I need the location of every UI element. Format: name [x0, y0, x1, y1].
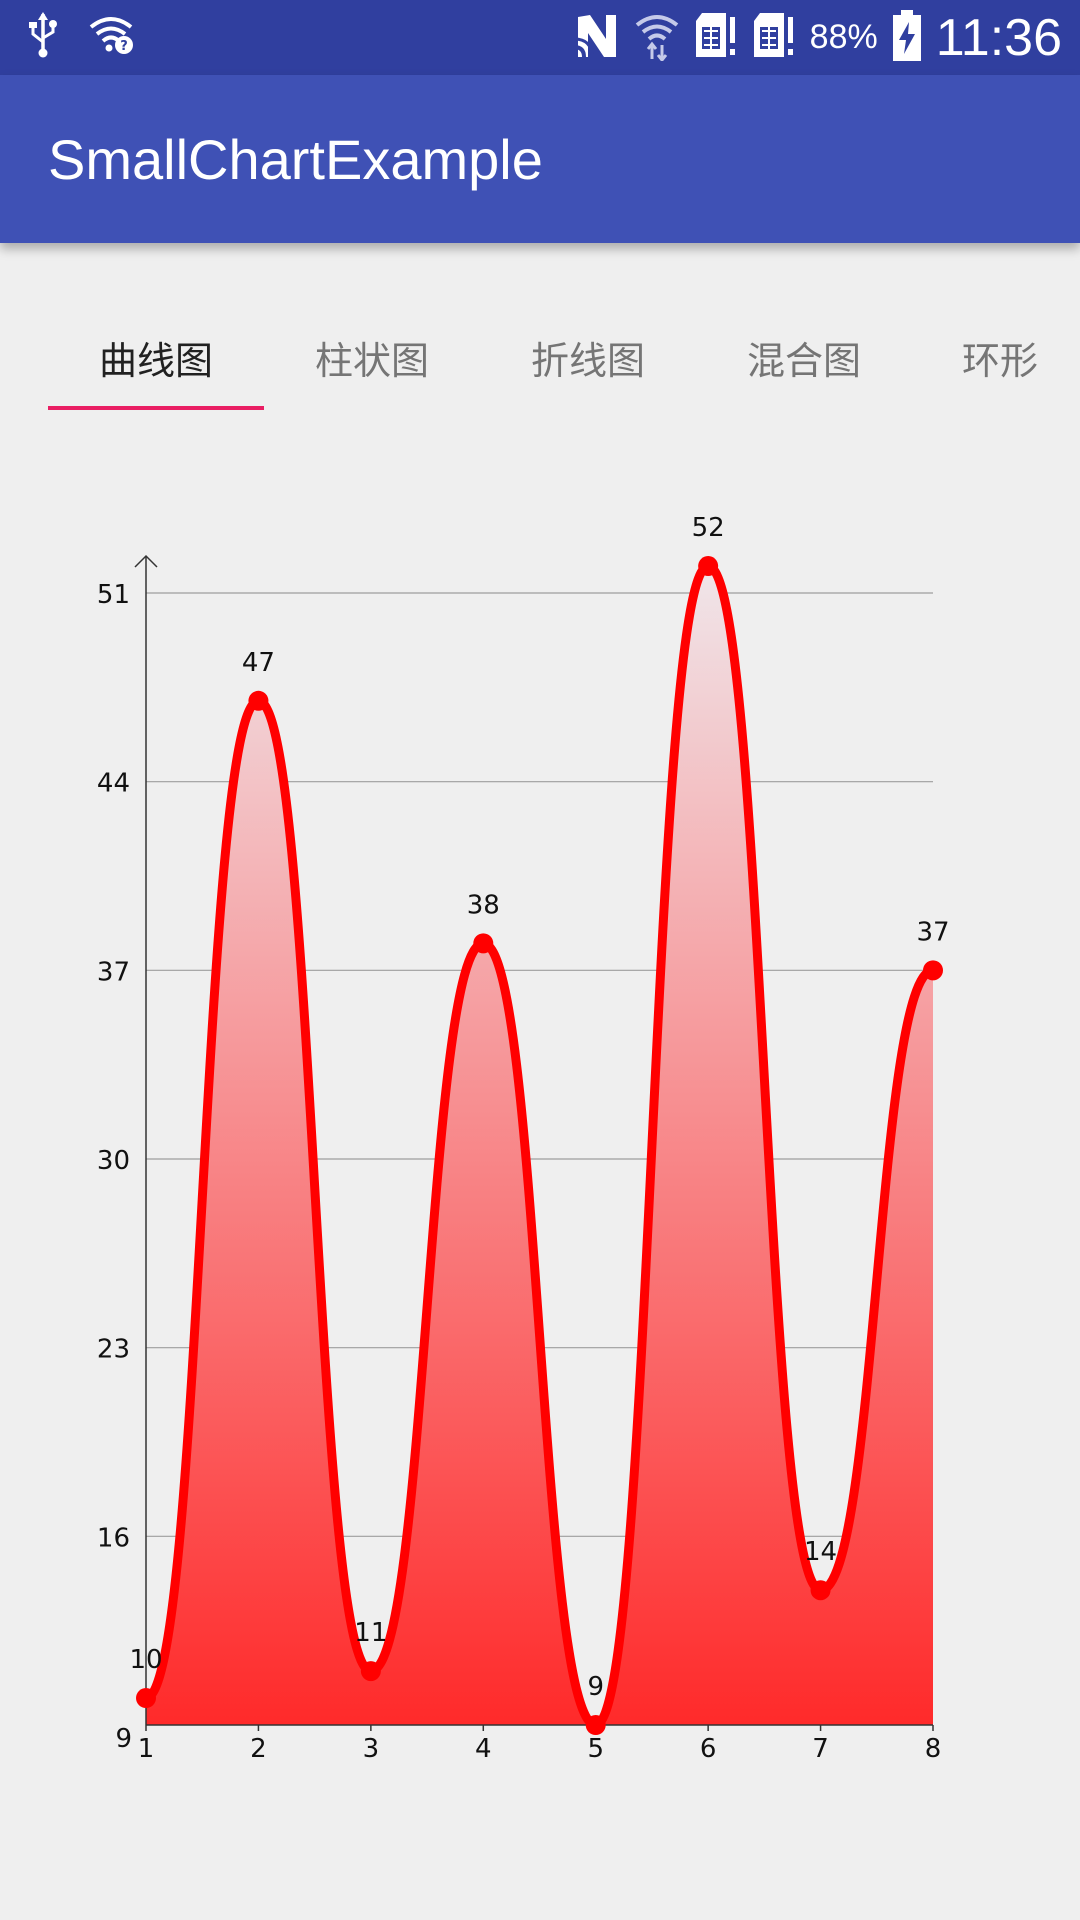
curve-line: [144, 561, 935, 1730]
data-point: [585, 1715, 606, 1735]
data-point: [136, 1688, 156, 1709]
tab-indicator: [48, 406, 264, 410]
x-tick-label: 1: [138, 1734, 155, 1764]
curve-area-fill: [146, 566, 933, 1725]
x-tick-label: 5: [587, 1734, 604, 1764]
data-point: [698, 556, 719, 577]
clock: 11:36: [935, 8, 1062, 67]
x-tick-label: 2: [250, 1734, 267, 1764]
data-label: 37: [916, 917, 949, 947]
data-point: [360, 1661, 381, 1682]
x-tick-label: 4: [475, 1734, 492, 1764]
data-label: 47: [242, 648, 275, 678]
tab-bar: 曲线图 柱状图 折线图 混合图 环形: [0, 300, 1080, 412]
svg-text:?: ?: [120, 39, 128, 54]
tab-line-chart[interactable]: 折线图: [530, 339, 645, 383]
tab-mixed-chart[interactable]: 混合图: [746, 339, 861, 383]
data-label: 9: [587, 1672, 604, 1702]
nfc-icon: [573, 11, 620, 65]
y-tick-label: 16: [97, 1523, 130, 1553]
app-title: SmallChartExample: [48, 128, 543, 191]
wifi-question-icon: ?: [88, 15, 134, 59]
data-point: [248, 690, 269, 711]
data-point: [923, 960, 943, 981]
wifi-data-icon: [634, 11, 680, 65]
sim2-icon: [752, 11, 796, 65]
x-tick-label: 8: [925, 1734, 942, 1764]
x-tick-label: 7: [812, 1734, 829, 1764]
x-tick-label: 6: [700, 1734, 717, 1764]
chart-container: 9 16 23 30 37 44 51 1 2 3 4 5 6 7 8 10 47 11 38 9 52 14 37: [0, 430, 1080, 1830]
y-axis-arrow: [134, 554, 158, 568]
data-label: 10: [129, 1645, 162, 1675]
y-tick-label: 23: [97, 1335, 130, 1365]
y-tick-label: 9: [115, 1724, 132, 1754]
y-tick-label: 44: [97, 769, 130, 799]
app-bar: SmallChartExample: [0, 75, 1080, 243]
data-label: 52: [692, 513, 725, 543]
data-label: 14: [804, 1537, 837, 1567]
data-point: [810, 1580, 831, 1601]
tab-curve-chart[interactable]: 曲线图: [98, 339, 213, 383]
y-tick-label: 30: [97, 1146, 130, 1176]
tab-bar-chart[interactable]: 柱状图: [314, 339, 429, 383]
battery-percent: 88%: [809, 18, 878, 56]
x-tick-label: 3: [363, 1734, 380, 1764]
battery-charging-icon: [892, 9, 922, 66]
tab-ring-chart[interactable]: 环形: [962, 339, 1039, 383]
y-tick-label: 51: [97, 580, 130, 610]
usb-icon: [28, 12, 58, 62]
sim1-icon: [694, 11, 738, 65]
y-tick-label: 37: [97, 957, 130, 987]
data-label: 11: [354, 1618, 387, 1648]
status-bar: ?: [0, 0, 1080, 75]
data-label: 38: [467, 890, 500, 920]
data-point: [473, 933, 494, 954]
